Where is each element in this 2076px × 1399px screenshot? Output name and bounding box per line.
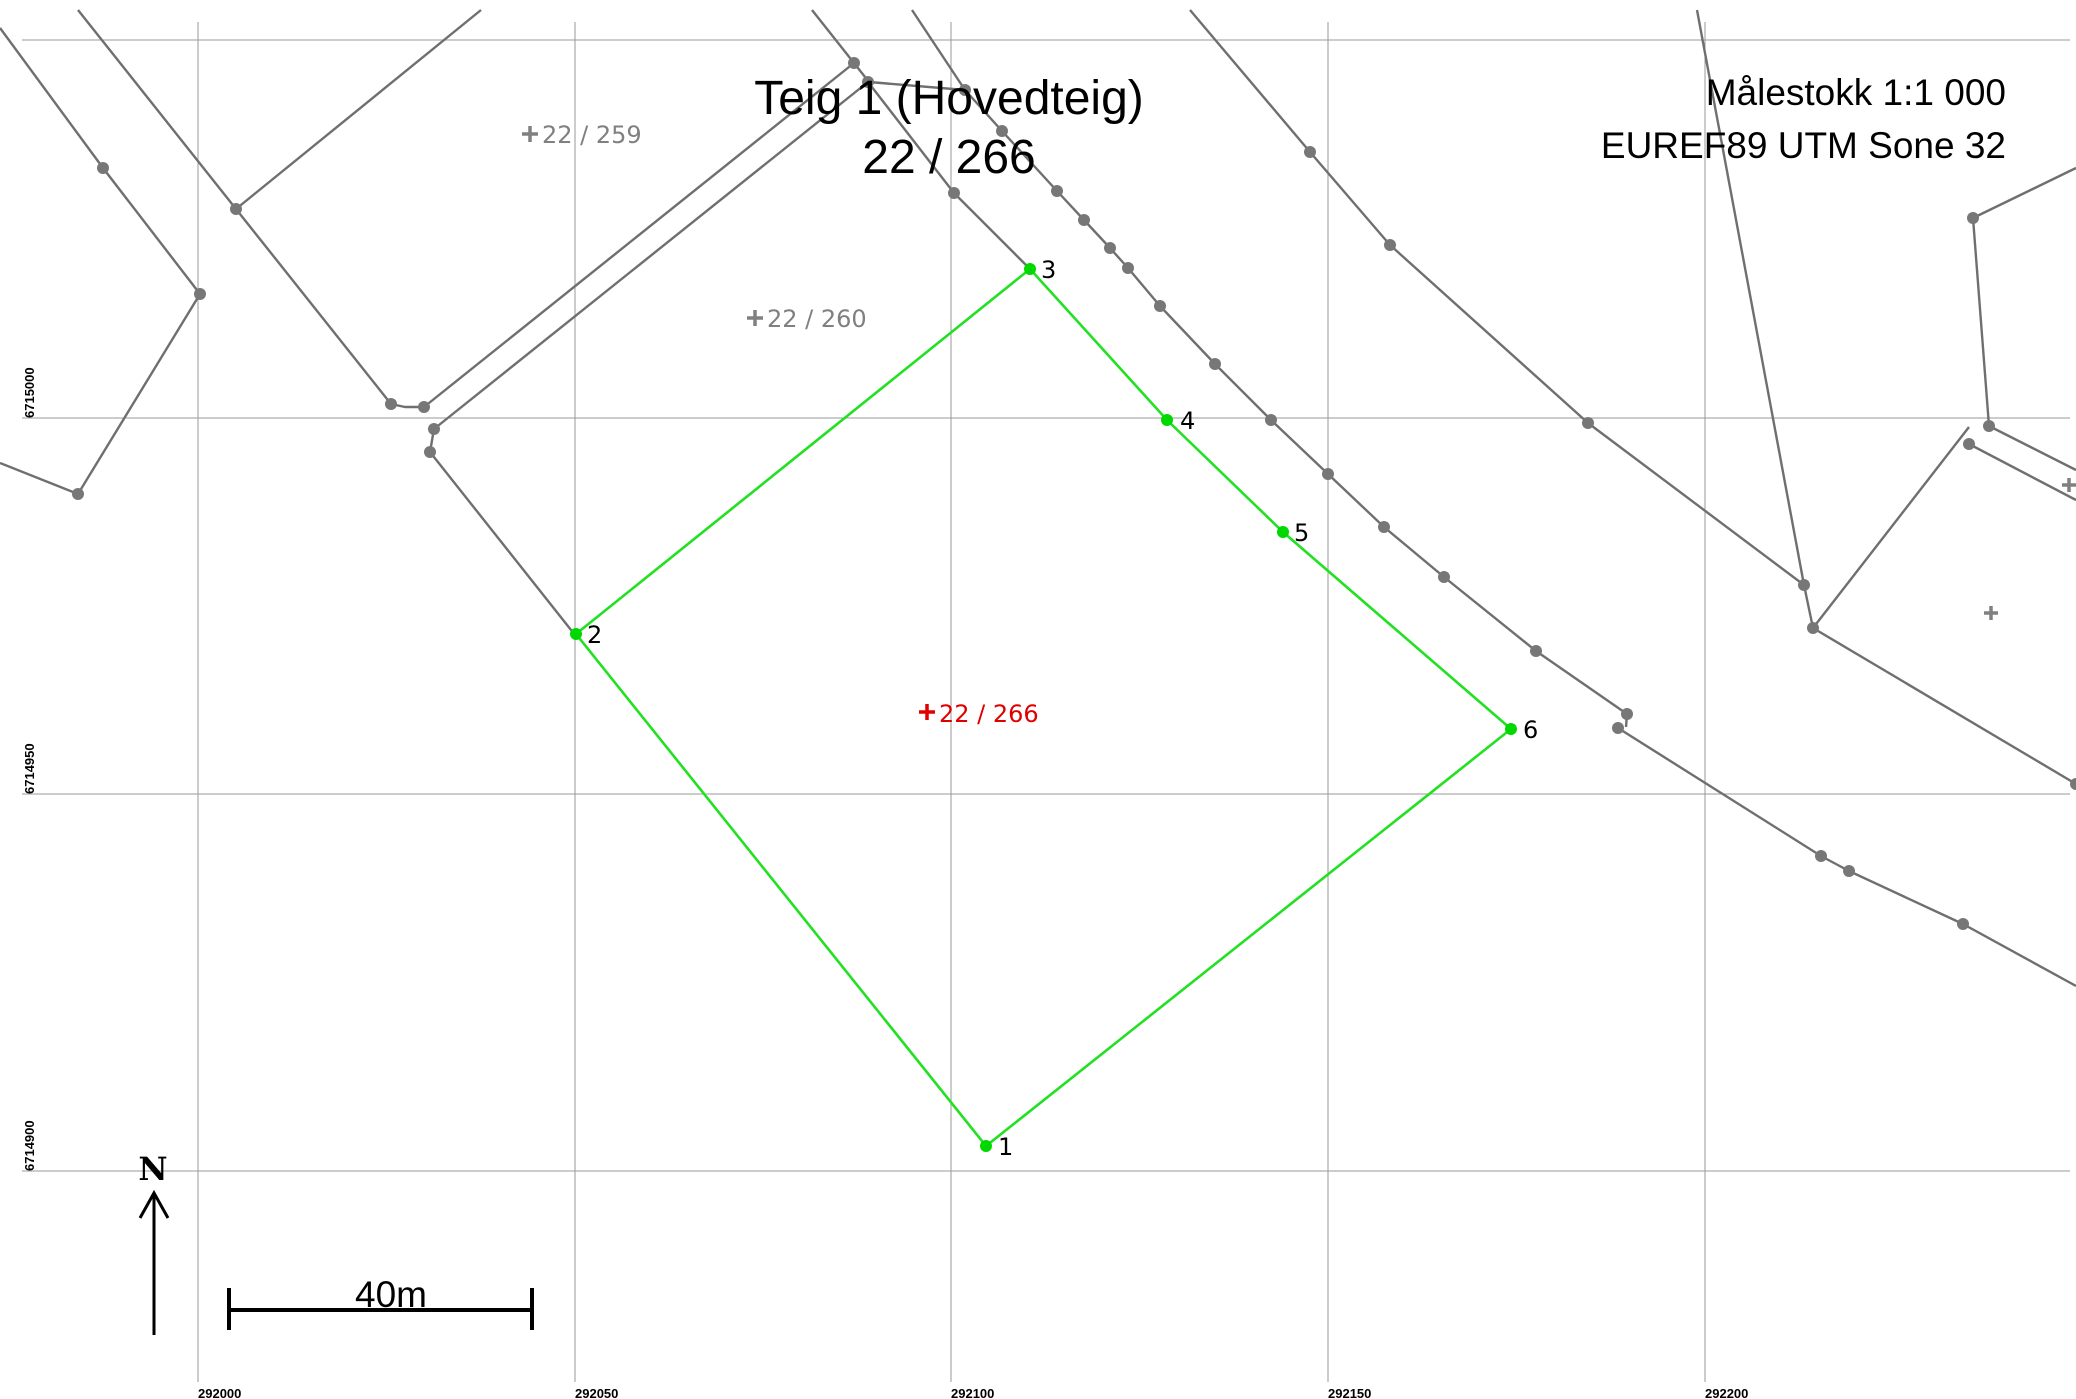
crs-text: EUREF89 UTM Sone 32 <box>1601 125 2006 166</box>
parcel-label-main[interactable]: 22 / 266 <box>939 700 1039 728</box>
boundary-line <box>1971 166 2076 472</box>
vertex-dot <box>1122 262 1134 274</box>
vertex-dot <box>1154 300 1166 312</box>
north-arrow-icon: N <box>138 1150 170 1335</box>
boundary-line <box>910 9 967 91</box>
boundary-line <box>235 9 482 210</box>
vertex-dot <box>230 203 242 215</box>
vertex-dot <box>1530 645 1542 657</box>
boundary-point-label: 2 <box>587 621 602 649</box>
boundary-line <box>77 9 855 409</box>
vertex-dot <box>1967 212 1979 224</box>
map-info: Målestokk 1:1 000 EUREF89 UTM Sone 32 <box>1601 72 2006 166</box>
neighbour-vertices <box>72 57 2076 930</box>
grid-labels: 292000 292050 292100 292150 292200 67150… <box>22 367 1748 1399</box>
boundary-point-4[interactable] <box>1161 414 1173 426</box>
grid-lines <box>22 22 2070 1382</box>
vertex-dot <box>72 488 84 500</box>
vertex-dot <box>1621 708 1633 720</box>
vertex-dot <box>959 84 971 96</box>
plus-icon <box>522 126 538 142</box>
vertex-dot <box>428 423 440 435</box>
vertex-dot <box>1983 420 1995 432</box>
vertex-dot <box>1209 358 1221 370</box>
boundary-point-2[interactable] <box>570 628 582 640</box>
boundary-point-3[interactable] <box>1024 263 1036 275</box>
vertex-dot <box>1051 185 1063 197</box>
vertex-dot <box>1104 242 1116 254</box>
scale-bar-label: 40m <box>355 1274 427 1315</box>
boundary-point-1[interactable] <box>980 1140 992 1152</box>
plus-icon <box>2062 478 2076 492</box>
parcel-label[interactable]: 22 / 260 <box>767 305 867 333</box>
vertex-dot <box>194 288 206 300</box>
easting-label: 292050 <box>575 1386 618 1399</box>
vertex-dot <box>385 398 397 410</box>
vertex-dot <box>996 125 1008 137</box>
vertex-dot <box>1843 865 1855 877</box>
scale-bar: 40m <box>227 1274 534 1330</box>
teig-boundary[interactable]: 1 2 3 4 5 6 <box>570 256 1538 1161</box>
vertex-dot <box>1078 214 1090 226</box>
north-letter: N <box>138 1150 167 1188</box>
northing-label: 6714950 <box>22 743 37 794</box>
parcel-labels: 22 / 259 22 / 260 22 / 266 <box>522 121 2076 728</box>
boundary-line <box>1617 726 2076 988</box>
parcel-label[interactable]: 22 / 259 <box>542 121 642 149</box>
boundary-point-label: 4 <box>1180 407 1195 435</box>
vertex-dot <box>2070 778 2076 790</box>
teig-polygon[interactable] <box>574 267 1514 1148</box>
plus-icon <box>919 704 935 720</box>
boundary-point-label: 1 <box>998 1133 1013 1161</box>
vertex-dot <box>1612 722 1624 734</box>
easting-label: 292150 <box>1328 1386 1371 1399</box>
vertex-dot <box>1378 521 1390 533</box>
boundary-line <box>1812 626 2076 786</box>
vertex-dot <box>1384 239 1396 251</box>
vertex-dot <box>1265 414 1277 426</box>
boundary-line <box>1968 442 2076 502</box>
boundary-line <box>428 81 869 636</box>
scale-text: Målestokk 1:1 000 <box>1706 72 2006 113</box>
plus-icon <box>747 310 763 326</box>
boundary-line <box>0 27 202 496</box>
boundary-line <box>1695 9 1806 586</box>
vertex-dot <box>1798 579 1810 591</box>
vertex-dot <box>1963 438 1975 450</box>
map-title: Teig 1 (Hovedteig) 22 / 266 <box>754 72 1144 184</box>
vertex-dot <box>1957 918 1969 930</box>
vertex-dot <box>424 446 436 458</box>
boundary-point-5[interactable] <box>1277 526 1289 538</box>
easting-label: 292000 <box>198 1386 241 1399</box>
vertex-dot <box>1304 146 1316 158</box>
vertex-dot <box>1582 417 1594 429</box>
boundary-point-6[interactable] <box>1505 723 1517 735</box>
easting-label: 292200 <box>1705 1386 1748 1399</box>
title-line-2: 22 / 266 <box>862 131 1035 184</box>
vertex-dot <box>848 57 860 69</box>
boundary-point-label: 6 <box>1523 716 1538 744</box>
easting-label: 292100 <box>951 1386 994 1399</box>
title-line-1: Teig 1 (Hovedteig) <box>754 72 1144 125</box>
vertex-dot <box>1322 468 1334 480</box>
northing-label: 6715000 <box>22 367 37 418</box>
vertex-dot <box>418 401 430 413</box>
vertex-dot <box>1438 571 1450 583</box>
plus-icon <box>1984 606 1998 620</box>
vertex-dot <box>862 76 874 88</box>
northing-label: 6714900 <box>22 1120 37 1171</box>
boundary-point-label: 3 <box>1041 256 1056 284</box>
vertex-dot <box>1807 622 1819 634</box>
vertex-dot <box>1815 850 1827 862</box>
vertex-dot <box>948 187 960 199</box>
vertex-dot <box>97 162 109 174</box>
boundary-point-label: 5 <box>1294 519 1309 547</box>
